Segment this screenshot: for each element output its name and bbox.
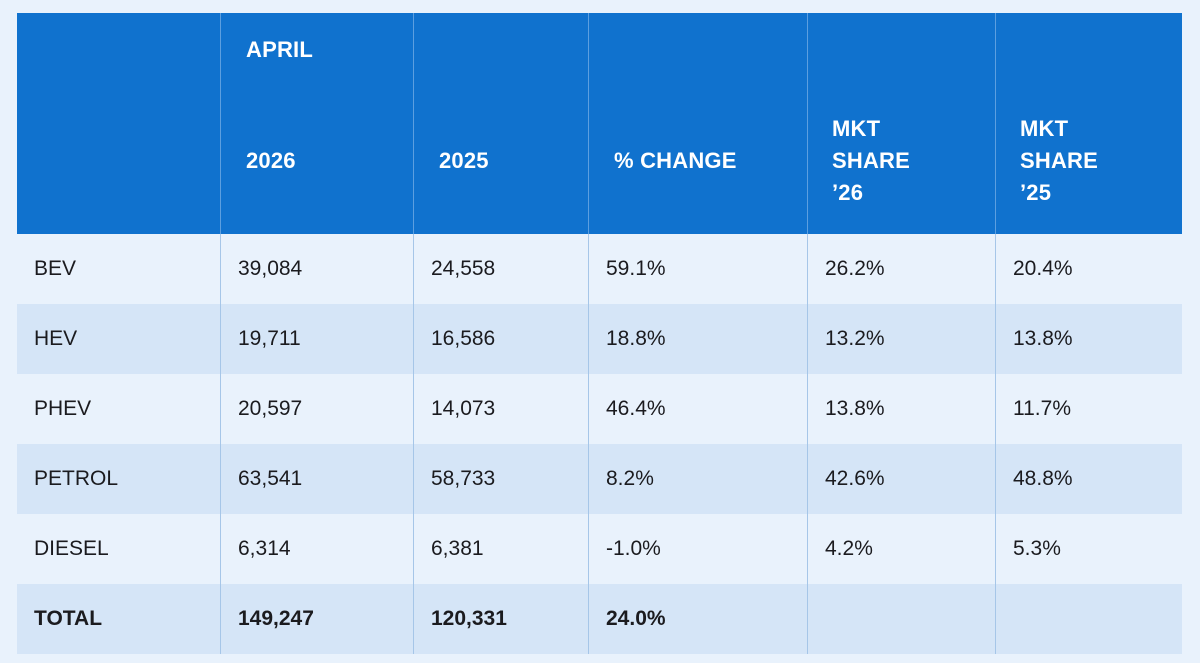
row-label: TOTAL: [34, 607, 103, 630]
row-label: PHEV: [34, 397, 92, 420]
mkt-share-25: 5.3%: [1013, 537, 1061, 560]
header-mkt25-line3: ’25: [1020, 180, 1052, 205]
mkt-share-25: 20.4%: [1013, 257, 1073, 280]
percent-change: 24.0%: [606, 607, 666, 630]
table-cell: 11.7%: [995, 374, 1182, 444]
table-cell: 8.2%: [588, 444, 807, 514]
row-label: BEV: [34, 257, 77, 280]
percent-change: 18.8%: [606, 327, 666, 350]
value-2026: 39,084: [238, 257, 303, 280]
table-cell: [995, 584, 1182, 654]
table-cell: 24.0%: [588, 584, 807, 654]
header-cell-2026: APRIL 2026: [220, 13, 413, 234]
percent-change: 8.2%: [606, 467, 654, 490]
header-cell-mkt25: MKT SHARE ’25: [995, 13, 1182, 234]
header-mkt26-line3: ’26: [832, 180, 864, 205]
header-mkt25-line1: MKT: [1020, 116, 1069, 141]
table-cell: 24,558: [413, 234, 588, 304]
table-cell: 20,597: [220, 374, 413, 444]
mkt-share-25: 13.8%: [1013, 327, 1073, 350]
table-cell: 14,073: [413, 374, 588, 444]
table-cell: 39,084: [220, 234, 413, 304]
table-cell: 63,541: [220, 444, 413, 514]
header-2026: 2026: [246, 148, 296, 173]
table-cell: [807, 584, 995, 654]
value-2025: 16,586: [431, 327, 496, 350]
header-percent-change: % CHANGE: [614, 148, 737, 173]
total-row: TOTAL 149,247 120,331 24.0%: [17, 584, 1182, 654]
header-cell-2025: 2025: [413, 13, 588, 234]
mkt-share-26: 42.6%: [825, 467, 885, 490]
percent-change: 59.1%: [606, 257, 666, 280]
table-cell: HEV: [17, 304, 220, 374]
mkt-share-26: 4.2%: [825, 537, 873, 560]
table-cell: 149,247: [220, 584, 413, 654]
value-2025: 120,331: [431, 607, 507, 630]
table-cell: 6,314: [220, 514, 413, 584]
percent-change: -1.0%: [606, 537, 661, 560]
header-mkt26-line2: SHARE: [832, 148, 911, 173]
table-cell: 6,381: [413, 514, 588, 584]
value-2025: 14,073: [431, 397, 496, 420]
mkt-share-26: 26.2%: [825, 257, 885, 280]
value-2026: 20,597: [238, 397, 303, 420]
table-cell: 18.8%: [588, 304, 807, 374]
value-2025: 58,733: [431, 467, 496, 490]
header-cell-label: [17, 13, 220, 234]
value-2025: 6,381: [431, 537, 484, 560]
table-cell: DIESEL: [17, 514, 220, 584]
table-cell: 58,733: [413, 444, 588, 514]
header-2025: 2025: [439, 148, 489, 173]
table-cell: 46.4%: [588, 374, 807, 444]
table-row: DIESEL 6,314 6,381 -1.0% 4.2% 5.3%: [17, 514, 1182, 584]
table-cell: TOTAL: [17, 584, 220, 654]
table-cell: 13.8%: [995, 304, 1182, 374]
table-cell: 4.2%: [807, 514, 995, 584]
header-april: APRIL: [246, 37, 313, 62]
table-cell: 120,331: [413, 584, 588, 654]
table-cell: 19,711: [220, 304, 413, 374]
table-row: BEV 39,084 24,558 59.1% 26.2% 20.4%: [17, 234, 1182, 304]
mkt-share-26: 13.8%: [825, 397, 885, 420]
table-cell: 20.4%: [995, 234, 1182, 304]
row-label: PETROL: [34, 467, 119, 490]
mkt-share-25: 48.8%: [1013, 467, 1073, 490]
table-cell: 13.8%: [807, 374, 995, 444]
mkt-share-25: 11.7%: [1013, 397, 1071, 420]
table-cell: 5.3%: [995, 514, 1182, 584]
header-mkt26-line1: MKT: [832, 116, 881, 141]
table-header: APRIL 2026 2025 % CHANGE MKT SHARE ’26 M…: [17, 13, 1182, 234]
value-2026: 63,541: [238, 467, 303, 490]
table-cell: -1.0%: [588, 514, 807, 584]
row-label: HEV: [34, 327, 78, 350]
table-cell: 48.8%: [995, 444, 1182, 514]
value-2026: 19,711: [238, 327, 301, 350]
table-cell: PETROL: [17, 444, 220, 514]
table-cell: BEV: [17, 234, 220, 304]
table-cell: PHEV: [17, 374, 220, 444]
value-2025: 24,558: [431, 257, 496, 280]
table-row: PETROL 63,541 58,733 8.2% 42.6% 48.8%: [17, 444, 1182, 514]
value-2026: 6,314: [238, 537, 291, 560]
table-cell: 59.1%: [588, 234, 807, 304]
header-mkt25-line2: SHARE: [1020, 148, 1099, 173]
table-cell: 42.6%: [807, 444, 995, 514]
table-cell: 26.2%: [807, 234, 995, 304]
table-row: HEV 19,711 16,586 18.8% 13.2% 13.8%: [17, 304, 1182, 374]
header-cell-mkt26: MKT SHARE ’26: [807, 13, 995, 234]
mkt-share-26: 13.2%: [825, 327, 885, 350]
row-label: DIESEL: [34, 537, 109, 560]
table-cell: 16,586: [413, 304, 588, 374]
sales-table: APRIL 2026 2025 % CHANGE MKT SHARE ’26 M…: [17, 13, 1182, 654]
table-row: PHEV 20,597 14,073 46.4% 13.8% 11.7%: [17, 374, 1182, 444]
header-cell-change: % CHANGE: [588, 13, 807, 234]
table-cell: 13.2%: [807, 304, 995, 374]
value-2026: 149,247: [238, 607, 314, 630]
percent-change: 46.4%: [606, 397, 666, 420]
